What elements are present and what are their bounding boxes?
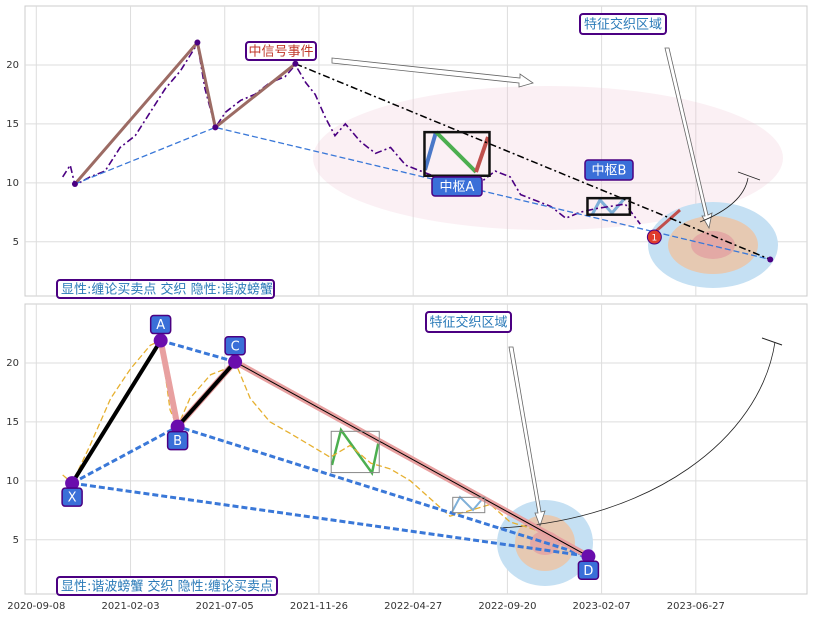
annotation: 中信号事件 bbox=[248, 45, 313, 60]
x-tick-label: 2020-09-08 bbox=[7, 601, 65, 612]
box-label: 中枢B bbox=[592, 164, 627, 179]
label-box bbox=[166, 430, 189, 451]
arrow bbox=[331, 57, 534, 88]
y-tick-label: 10 bbox=[6, 178, 19, 189]
signal bbox=[646, 229, 662, 245]
x-tick-label: 2022-09-20 bbox=[478, 601, 536, 612]
arc bbox=[699, 171, 761, 223]
caption-box bbox=[56, 279, 275, 299]
y-tick-label: 15 bbox=[6, 119, 19, 130]
pivot bbox=[212, 124, 219, 131]
x-tick-label: 2023-02-07 bbox=[573, 601, 631, 612]
caption: 显性:缠论买卖点 交织 隐性:谐波螃蟹 bbox=[61, 282, 273, 298]
pivot bbox=[292, 60, 299, 67]
annotation-box bbox=[425, 311, 512, 333]
series-line bbox=[73, 39, 297, 185]
x-tick-label: 2023-06-27 bbox=[667, 601, 725, 612]
annotation: 特征交织区域 bbox=[584, 17, 662, 33]
annotation-box bbox=[245, 41, 317, 61]
y-tick-label: 5 bbox=[13, 237, 19, 248]
signal-label: 1 bbox=[652, 234, 658, 244]
box-label: 中枢A bbox=[440, 180, 475, 195]
series-line bbox=[160, 339, 236, 364]
y-tick-label: 20 bbox=[6, 358, 19, 369]
series-line bbox=[70, 339, 163, 485]
label-box bbox=[584, 159, 634, 181]
series-line bbox=[295, 63, 771, 261]
pattern-point bbox=[170, 419, 185, 434]
series-line bbox=[62, 339, 546, 535]
zhongshu-box bbox=[330, 430, 380, 474]
point-label: B bbox=[173, 434, 182, 449]
annotation: 特征交织区域 bbox=[429, 315, 507, 331]
panel-bottom bbox=[24, 303, 808, 595]
series-line bbox=[74, 126, 771, 261]
caption-box bbox=[56, 576, 278, 596]
zhongshu-box bbox=[586, 196, 632, 216]
pattern-point bbox=[228, 354, 243, 369]
zigzag bbox=[654, 208, 681, 234]
y-tick-label: 20 bbox=[6, 60, 19, 71]
point-label: A bbox=[156, 318, 165, 333]
x-tick-label: 2021-11-26 bbox=[290, 601, 348, 612]
label-box bbox=[577, 560, 600, 581]
label-box bbox=[149, 314, 172, 335]
zigzag bbox=[451, 495, 485, 513]
x-tick-label: 2021-02-03 bbox=[101, 601, 159, 612]
pattern-point bbox=[65, 476, 80, 491]
decor bbox=[313, 47, 783, 586]
arc-cap bbox=[761, 337, 783, 346]
label-box bbox=[61, 487, 83, 507]
label-box bbox=[431, 176, 483, 197]
y-tick-label: 10 bbox=[6, 476, 19, 487]
x-tick-label: 2022-04-27 bbox=[384, 601, 442, 612]
zigzag bbox=[423, 131, 438, 171]
pivot bbox=[767, 256, 774, 263]
point-label: D bbox=[583, 564, 593, 579]
pivot bbox=[71, 181, 78, 188]
series-line bbox=[71, 481, 589, 558]
y-tick-label: 5 bbox=[13, 535, 19, 546]
annotation-box bbox=[579, 13, 667, 35]
series-line bbox=[176, 360, 237, 428]
point-label: C bbox=[231, 339, 240, 354]
y-tick-label: 15 bbox=[6, 417, 19, 428]
caption: 显性:谐波螃蟹 交织 隐性:缠论买卖点 bbox=[61, 579, 273, 595]
zhongshu-box bbox=[423, 130, 491, 178]
point-label: X bbox=[68, 491, 77, 506]
zone bbox=[313, 86, 783, 230]
zigzag bbox=[434, 130, 478, 174]
x-tick-label: 2021-07-05 bbox=[196, 601, 254, 612]
pattern-point bbox=[153, 333, 168, 348]
label-box bbox=[224, 336, 246, 356]
zhongshu-box bbox=[452, 496, 486, 514]
arrow bbox=[664, 47, 713, 230]
arc bbox=[499, 341, 776, 529]
arrow bbox=[508, 346, 546, 528]
target bbox=[691, 231, 735, 259]
series-line bbox=[234, 361, 589, 557]
pivot bbox=[194, 39, 201, 46]
pattern-point bbox=[581, 549, 596, 564]
series-line bbox=[62, 41, 641, 225]
plot bbox=[25, 304, 807, 594]
